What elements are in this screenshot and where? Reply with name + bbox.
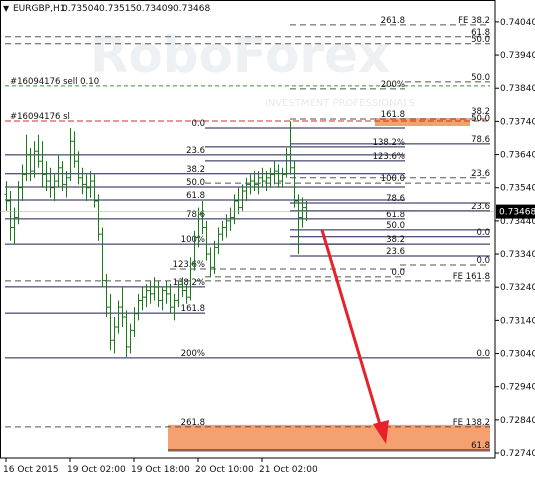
price-tag [496,204,535,219]
target-zone [168,424,490,453]
level-label: 78.6 [471,135,490,145]
level-label: 78.6 [186,210,205,220]
level-label: 61.8 [386,210,405,220]
level-label: 100.0 [381,174,405,184]
header-high: 0.73515 [99,4,136,14]
x-tick-label: 19 Oct 18:00 [131,465,190,475]
price-tag-label: 0.73468 [499,208,535,218]
header-symbol: EURGBP,H1 [13,4,65,14]
level-label: 0.0 [391,268,405,278]
y-tick-label: 0.73840 [500,84,535,94]
y-tick-label: 0.73140 [500,316,535,326]
y-tick-label: 0.73440 [500,217,535,227]
level-label: FE 161.8 [453,272,490,282]
level-label: 50.0 [186,178,205,188]
level-label: 38.2 [186,165,205,175]
level-label: 23.6 [386,247,405,257]
level-label: 23.6 [186,146,205,156]
level-label: 261.8 [381,16,405,26]
y-tick-label: 0.73040 [500,350,535,360]
y-tick-label: 0.73640 [500,151,535,161]
level-label: FE 138.2 [453,418,490,428]
level-label: 61.8 [471,28,490,38]
level-label: 38.2 [471,107,490,117]
level-label: 38.2 [386,235,405,245]
level-label: 0.0 [476,349,490,359]
level-label: FE 38.2 [458,16,490,26]
header-low: 0.73409 [136,4,173,14]
level-label: 23.6 [471,169,490,179]
y-tick-label: 0.73940 [500,51,535,61]
level-label: 61.8 [186,191,205,201]
level-label: #16094176 sl [10,112,70,122]
header-open: 0.73504 [62,4,99,14]
level-label: 0.0 [476,256,490,266]
level-label: 50.0 [386,221,405,231]
level-label: 123.6% [173,260,205,270]
level-label: 50.0 [471,35,490,45]
level-label: 200% [381,80,405,90]
level-label: 123.6% [373,152,405,162]
arrow-head [373,420,389,444]
level-label: 0.0 [476,228,490,238]
watermark-brand: RoboForex [90,26,390,84]
watermark-tagline: INVESTMENT PROFESSIONALS [265,98,415,109]
x-tick-label: 19 Oct 02:00 [67,465,126,475]
y-tick-label: 0.73740 [500,117,535,127]
level-label: 100% [181,235,205,245]
level-label: 200% [181,349,205,359]
header-arrow: ▼ [3,4,10,13]
y-tick-label: 0.73240 [500,283,535,293]
x-tick-label: 21 Oct 02:00 [259,465,318,475]
target-zone [375,118,470,127]
levels: 261.8 FE 38.261.850.0#16094176 sell 0.10 2… [5,16,490,451]
x-tick-label: 20 Oct 10:00 [195,465,254,475]
bars [4,121,309,357]
level-label: 138.2% [373,138,405,148]
y-tick-label: 0.73540 [500,184,535,194]
arrow-shaft [320,229,383,429]
y-tick-label: 0.72740 [500,449,535,459]
level-label: 261.8 [181,418,205,428]
level-label: #16094176 sell 0.10 [10,77,99,87]
level-label: 50.0 [471,73,490,83]
header-close: 0.73468 [173,4,210,14]
level-label: 23.6 [471,202,490,212]
y-tick-label: 0.72840 [500,416,535,426]
level-label: 50.0 [471,114,490,124]
level-label: 78.6 [386,194,405,204]
x-tick-label: 16 Oct 2015 [3,465,59,475]
level-label: 0.0 [191,119,205,129]
plot-frame [0,0,496,459]
y-tick-label: 0.73340 [500,250,535,260]
level-label: 161.8 [181,304,205,314]
y-tick-label: 0.74040 [500,18,535,28]
zones [168,118,490,453]
axes: 0.74040 0.73940 0.73840 0.73740 0.73640 0.735… [0,18,535,475]
level-label: 61.8 [471,441,490,451]
level-label: 161.8 [381,110,405,120]
y-tick-label: 0.72940 [500,383,535,393]
level-label: 138.2% [173,278,205,288]
